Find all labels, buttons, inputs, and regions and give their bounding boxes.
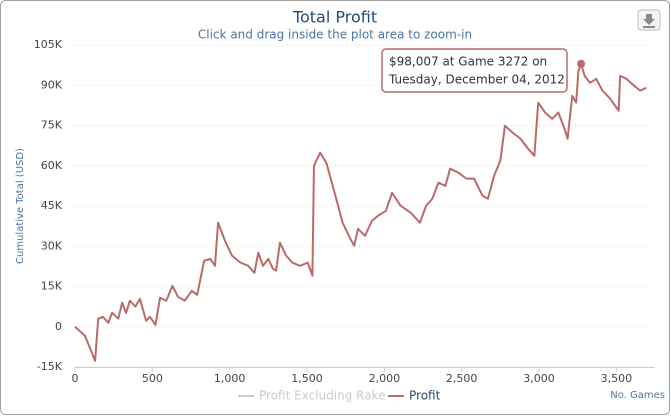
chart-title: Total Profit	[292, 8, 377, 27]
y-tick-label: 75K	[41, 119, 63, 132]
export-icon-base[interactable]	[643, 26, 655, 28]
y-tick-label: 60K	[41, 159, 63, 172]
tooltip-line: $98,007 at Game 3272 on	[389, 55, 547, 69]
x-tick-label: 1,000	[214, 372, 246, 385]
series-line	[74, 62, 647, 362]
x-tick-label: 3,000	[523, 372, 555, 385]
x-tick-label: 3,500	[601, 372, 633, 385]
highlight-marker	[577, 59, 586, 68]
y-tick-label: 45K	[41, 199, 63, 212]
x-tick-label: 0	[72, 372, 79, 385]
chart-subtitle: Click and drag inside the plot area to z…	[198, 28, 472, 42]
y-tick-label: 30K	[41, 239, 63, 252]
legend-label: Profit Excluding Rake	[259, 389, 385, 403]
x-tick-label: 500	[142, 372, 163, 385]
y-tick-label: 0	[55, 320, 62, 333]
legend-label: Profit	[409, 389, 441, 403]
tooltip-box	[381, 48, 568, 93]
export-button[interactable]	[637, 9, 661, 31]
tooltip: $98,007 at Game 3272 on Tuesday, December…	[381, 48, 568, 93]
tooltip-line: Tuesday, December 04, 2012	[388, 73, 565, 87]
y-tick-label: 15K	[41, 280, 63, 293]
y-tick-label: 105K	[34, 38, 63, 51]
y-axis-title: Cumulative Total (USD)	[15, 148, 26, 264]
x-tick-label: 1,500	[291, 372, 323, 385]
export-icon[interactable]	[643, 14, 655, 25]
y-tick-label: -15K	[37, 360, 63, 373]
y-tick-label: 90K	[41, 78, 63, 91]
x-tick-label: 2,500	[446, 372, 478, 385]
x-tick-label: 2,000	[369, 372, 401, 385]
x-axis-title: No. Games	[610, 390, 665, 401]
